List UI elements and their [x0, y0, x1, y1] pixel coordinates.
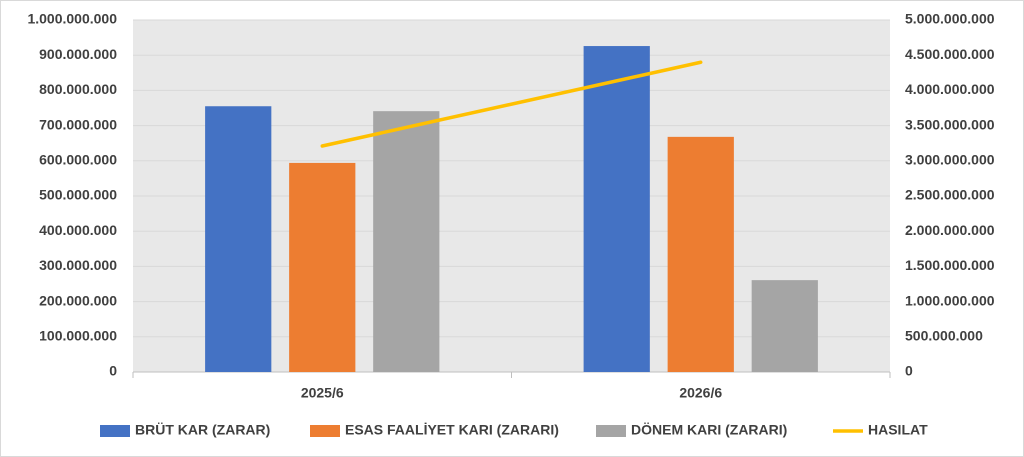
y2-tick-label: 5.000.000.000 — [905, 11, 995, 27]
legend-swatch — [596, 425, 626, 437]
x-tick-label: 2026/6 — [679, 385, 722, 401]
y2-tick-label: 4.000.000.000 — [905, 81, 995, 97]
y-tick-label: 300.000.000 — [39, 257, 117, 273]
y-tick-label: 600.000.000 — [39, 152, 117, 168]
y-tick-label: 400.000.000 — [39, 222, 117, 238]
legend-label: BRÜT KAR (ZARAR) — [135, 422, 270, 438]
y-tick-label: 800.000.000 — [39, 81, 117, 97]
y2-tick-label: 500.000.000 — [905, 328, 983, 344]
bar — [205, 106, 272, 373]
y2-tick-label: 2.000.000.000 — [905, 222, 995, 238]
y2-tick-label: 1.500.000.000 — [905, 257, 995, 273]
y2-tick-label: 3.500.000.000 — [905, 116, 995, 132]
y2-tick-label: 1.000.000.000 — [905, 292, 995, 308]
line — [320, 60, 703, 148]
y-tick-label: 100.000.000 — [39, 328, 117, 344]
bar — [373, 111, 440, 372]
y-tick-label: 500.000.000 — [39, 187, 117, 203]
y-tick-label: 900.000.000 — [39, 46, 117, 62]
legend-swatch — [100, 425, 130, 437]
bar — [751, 280, 818, 372]
y-tick-label: 700.000.000 — [39, 116, 117, 132]
y2-tick-label: 3.000.000.000 — [905, 152, 995, 168]
y-tick-label: 200.000.000 — [39, 292, 117, 308]
bar — [289, 162, 356, 372]
y-tick-label: 0 — [109, 363, 117, 379]
bar — [583, 46, 650, 372]
legend-label: HASILAT — [868, 422, 928, 438]
y-tick-label: 1.000.000.000 — [27, 11, 117, 27]
legend-label: ESAS FAALİYET KARI (ZARARI) — [345, 422, 559, 438]
y2-tick-label: 2.500.000.000 — [905, 187, 995, 203]
x-tick-label: 2025/6 — [301, 385, 344, 401]
y2-tick-label: 0 — [905, 363, 913, 379]
legend-swatch — [310, 425, 340, 437]
y2-tick-label: 4.500.000.000 — [905, 46, 995, 62]
bar — [667, 136, 734, 372]
legend-label: DÖNEM KARI (ZARARI) — [631, 422, 787, 438]
